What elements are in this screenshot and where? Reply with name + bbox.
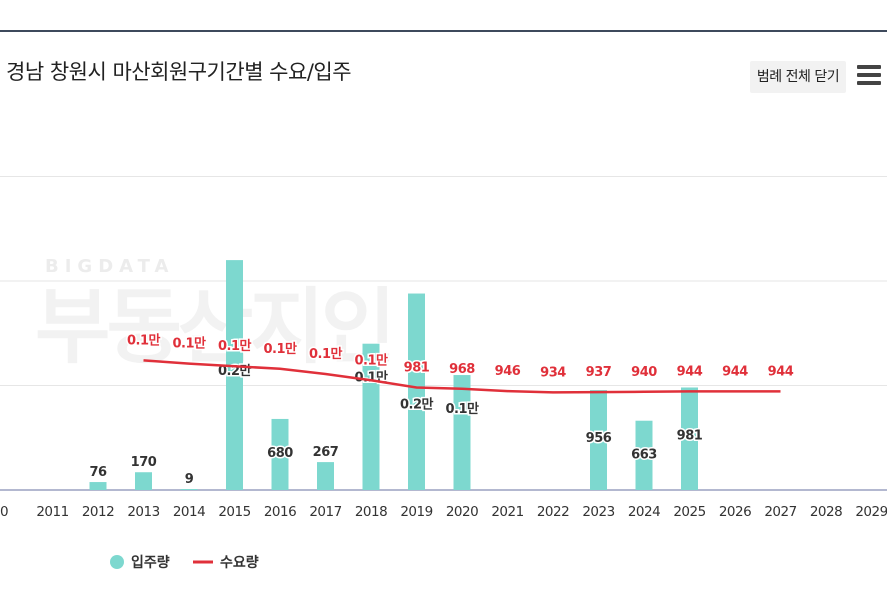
watermark-large-text: 부동산지인 [35,280,392,375]
bar [180,489,198,490]
line-series: 0.1만 0.1만 0.1만 0.1만 0.1만 0.1만 981 968 946 934 937 9… [126,331,796,394]
x-tick-label: 2029 [855,504,887,520]
line-data-label: 944 [768,364,794,379]
bar-data-label: 267 [313,445,339,460]
line-data-label: 0.1만 [218,338,252,354]
x-tick-label: 2011 [36,504,68,520]
bar-data-label: 981 [677,428,703,443]
bar [453,375,471,490]
x-tick-label: 2025 [673,504,705,520]
line-data-label: 944 [677,364,703,379]
x-tick-label: 2026 [719,504,751,520]
line-data-label: 0.1만 [173,336,207,352]
x-axis-ticks: 0 2011 2012 2013 2014 2015 2016 2017 2018 2019 202… [0,504,887,520]
bar [271,418,289,490]
x-tick-label: 2022 [537,504,569,520]
bar-data-label: 170 [131,455,157,470]
x-tick-label: 2023 [582,504,614,520]
watermark: BIGDATA 부동산지인 [35,256,396,375]
x-tick-label: 2018 [355,504,387,520]
bar [681,387,698,490]
bar [635,420,653,490]
line-data-label: 946 [495,364,521,379]
bar-data-label: 663 [631,448,657,463]
x-tick-label: 2013 [127,504,159,520]
bar [317,462,334,490]
line-data-label: 968 [449,362,475,377]
bar [408,293,425,490]
x-tick-label: 2016 [264,504,296,520]
x-tick-label: 2027 [764,504,796,520]
bar [226,260,243,490]
legend: 입주량 수요량 [110,555,259,571]
x-tick-label: 2014 [173,504,205,520]
chart-title: 경남 창원시 마산회원구기간별 수요/입주 [6,60,352,84]
legend-toggle-button[interactable]: 범례 전체 닫기 [750,61,846,93]
line-data-label: 937 [586,365,612,380]
x-tick-label: 2012 [82,504,114,520]
x-tick-label: 2019 [400,504,432,520]
x-tick-label: 2015 [218,504,250,520]
line-data-label: 0.1만 [127,332,161,348]
bar-data-label: 76 [89,465,107,480]
legend-bar-label: 입주량 [131,555,170,571]
bar-data-label: 956 [586,431,612,446]
demand-line [143,359,781,394]
x-tick-label: 2017 [309,504,341,520]
bar [590,390,607,490]
x-tick-label: 0 [0,504,8,520]
line-data-label: 0.1만 [309,346,343,362]
x-tick-label: 2020 [446,504,478,520]
legend-line-label: 수요량 [220,555,259,571]
x-tick-label: 2021 [491,504,523,520]
bar-data-label: 0.1만 [446,401,480,417]
bar-data-label: 680 [267,446,293,461]
line-data-label: 0.1만 [355,352,389,368]
line-data-label: 0.1만 [264,341,298,357]
line-data-label: 981 [404,360,430,375]
top-divider [0,30,887,32]
hamburger-menu-icon[interactable] [857,65,881,89]
bar [135,472,152,490]
bar [89,482,107,490]
watermark-small-text: BIGDATA [45,256,174,277]
x-tick-label: 2028 [810,504,842,520]
x-tick-label: 2024 [628,504,660,520]
line-data-label: 944 [722,364,748,379]
line-data-label: 934 [540,365,566,380]
legend-bar-marker [110,555,124,569]
bar-data-label: 9 [185,472,194,487]
bar-data-label: 0.2만 [400,397,434,413]
line-data-label: 940 [631,365,657,380]
